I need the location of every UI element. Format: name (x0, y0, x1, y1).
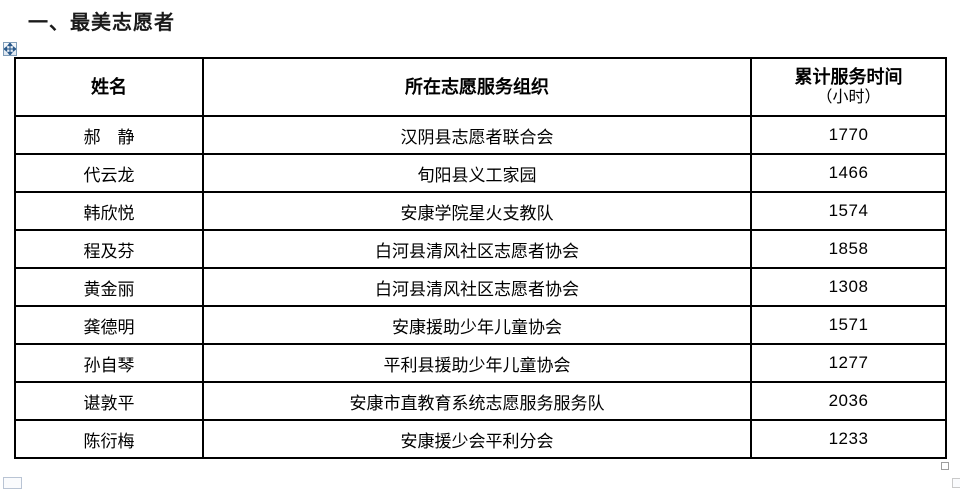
cell-org[interactable]: 汉阴县志愿者联合会 (202, 115, 752, 155)
section-title[interactable]: 一、最美志愿者 (28, 12, 175, 34)
cell-name[interactable]: 代云龙 (14, 153, 204, 193)
cutoff-handle-fragment-bottom-right (952, 478, 960, 488)
cutoff-handle-fragment-bottom-left (3, 477, 22, 489)
cell-hours[interactable]: 1858 (750, 229, 947, 269)
cell-name[interactable]: 孙自琴 (14, 343, 204, 383)
cell-org[interactable]: 安康市直教育系统志愿服务服务队 (202, 381, 752, 421)
table-move-handle[interactable] (3, 42, 17, 56)
cell-name[interactable]: 郝 静 (14, 115, 204, 155)
header-cell-org[interactable]: 所在志愿服务组织 (202, 57, 752, 117)
header-hours-line2: （小时） (816, 89, 881, 107)
cell-hours[interactable]: 2036 (750, 381, 947, 421)
table-row: 孙自琴 平利县援助少年儿童协会 1277 (14, 343, 947, 383)
table-header-row: 姓名 所在志愿服务组织 累计服务时间 （小时） (14, 57, 947, 117)
header-cell-name[interactable]: 姓名 (14, 57, 204, 117)
cell-org[interactable]: 安康学院星火支教队 (202, 191, 752, 231)
cell-hours[interactable]: 1233 (750, 419, 947, 459)
table-resize-handle[interactable] (941, 462, 949, 470)
cell-org[interactable]: 白河县清风社区志愿者协会 (202, 229, 752, 269)
cell-org[interactable]: 平利县援助少年儿童协会 (202, 343, 752, 383)
cell-name[interactable]: 陈衍梅 (14, 419, 204, 459)
table-row: 黄金丽 白河县清风社区志愿者协会 1308 (14, 267, 947, 307)
cell-org[interactable]: 旬阳县义工家园 (202, 153, 752, 193)
table-row: 代云龙 旬阳县义工家园 1466 (14, 153, 947, 193)
cell-hours[interactable]: 1770 (750, 115, 947, 155)
cell-name[interactable]: 韩欣悦 (14, 191, 204, 231)
table-row: 郝 静 汉阴县志愿者联合会 1770 (14, 115, 947, 155)
table-row: 龚德明 安康援助少年儿童协会 1571 (14, 305, 947, 345)
table-row: 程及芬 白河县清风社区志愿者协会 1858 (14, 229, 947, 269)
cell-name[interactable]: 程及芬 (14, 229, 204, 269)
header-hours-line1: 累计服务时间 (794, 66, 903, 87)
table-row: 陈衍梅 安康援少会平利分会 1233 (14, 419, 947, 459)
table-row: 韩欣悦 安康学院星火支教队 1574 (14, 191, 947, 231)
cell-hours[interactable]: 1277 (750, 343, 947, 383)
cell-hours[interactable]: 1308 (750, 267, 947, 307)
volunteers-table: 姓名 所在志愿服务组织 累计服务时间 （小时） 郝 静 汉阴县志愿者联合会 17… (14, 57, 947, 459)
cell-name[interactable]: 黄金丽 (14, 267, 204, 307)
cell-hours[interactable]: 1571 (750, 305, 947, 345)
header-cell-hours[interactable]: 累计服务时间 （小时） (750, 57, 947, 117)
move-icon (4, 43, 16, 55)
cell-org[interactable]: 安康援少会平利分会 (202, 419, 752, 459)
cell-org[interactable]: 安康援助少年儿童协会 (202, 305, 752, 345)
cell-name[interactable]: 龚德明 (14, 305, 204, 345)
cell-hours[interactable]: 1466 (750, 153, 947, 193)
cell-hours[interactable]: 1574 (750, 191, 947, 231)
cell-org[interactable]: 白河县清风社区志愿者协会 (202, 267, 752, 307)
cell-name[interactable]: 谌敦平 (14, 381, 204, 421)
table-row: 谌敦平 安康市直教育系统志愿服务服务队 2036 (14, 381, 947, 421)
